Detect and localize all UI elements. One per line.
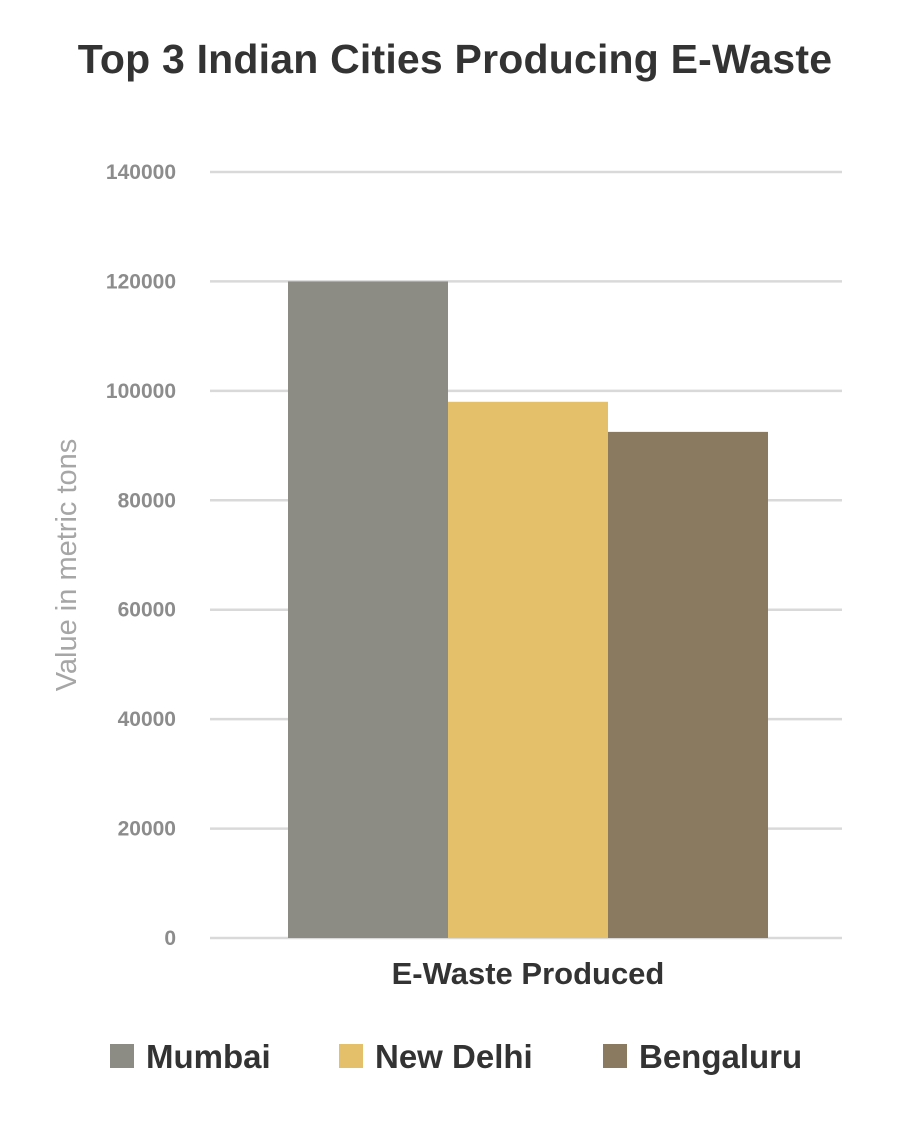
chart-title: Top 3 Indian Cities Producing E-Waste — [77, 36, 833, 82]
bar-bengaluru — [608, 431, 768, 938]
y-axis-title: Value in metric tons — [51, 439, 83, 692]
y-axis-ticks: 0 20000 40000 60000 80000 100000 120000 140000 — [106, 161, 176, 950]
y-tick-label: 120000 — [106, 270, 176, 293]
y-tick-label: 0 — [164, 927, 176, 950]
y-tick-label: 20000 — [118, 818, 176, 841]
legend-label: Mumbai — [146, 1038, 271, 1075]
legend: Mumbai New Delhi Bengaluru — [110, 1038, 802, 1075]
y-tick-label: 140000 — [106, 161, 176, 184]
y-tick-label: 40000 — [118, 708, 176, 731]
bar-new-delhi — [448, 401, 608, 938]
legend-swatch — [110, 1044, 134, 1068]
y-tick-label: 60000 — [118, 599, 176, 622]
y-tick-label: 100000 — [106, 380, 176, 403]
x-category-label: E-Waste Produced — [392, 956, 665, 991]
bar-mumbai — [288, 281, 448, 938]
bars — [288, 281, 768, 938]
legend-label: New Delhi — [375, 1038, 533, 1075]
legend-swatch — [603, 1044, 627, 1068]
legend-swatch — [339, 1044, 363, 1068]
legend-label: Bengaluru — [639, 1038, 802, 1075]
y-tick-label: 80000 — [118, 489, 176, 512]
